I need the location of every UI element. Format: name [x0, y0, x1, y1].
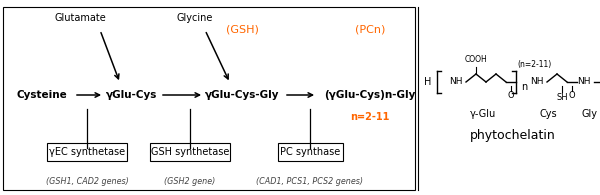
- Text: γGlu-Cys: γGlu-Cys: [106, 90, 158, 100]
- Text: γGlu-Cys-Gly: γGlu-Cys-Gly: [205, 90, 279, 100]
- Text: Glycine: Glycine: [177, 13, 213, 23]
- Text: γEC synthetase: γEC synthetase: [49, 147, 125, 157]
- Text: GSH synthetase: GSH synthetase: [151, 147, 229, 157]
- Text: Cysteine: Cysteine: [17, 90, 67, 100]
- Text: (γGlu-Cys)n-Gly: (γGlu-Cys)n-Gly: [325, 90, 416, 100]
- Text: (GSH2 gene): (GSH2 gene): [164, 177, 215, 186]
- Text: (GSH): (GSH): [226, 25, 259, 35]
- Text: NH: NH: [449, 77, 463, 87]
- Text: (CAD1, PCS1, PCS2 genes): (CAD1, PCS1, PCS2 genes): [257, 177, 364, 186]
- Text: H: H: [424, 77, 431, 87]
- Text: n: n: [521, 82, 527, 92]
- Text: Cys: Cys: [539, 109, 557, 119]
- Text: n=2-11: n=2-11: [350, 112, 389, 122]
- Text: SH: SH: [556, 92, 568, 102]
- Text: (PCn): (PCn): [355, 25, 385, 35]
- Bar: [47, 143, 127, 161]
- Text: (n=2-11): (n=2-11): [517, 59, 551, 68]
- Text: γ-Glu: γ-Glu: [470, 109, 496, 119]
- Text: phytochelatin: phytochelatin: [470, 129, 556, 143]
- Bar: [277, 143, 343, 161]
- Text: Glutamate: Glutamate: [54, 13, 106, 23]
- Text: COOH: COOH: [464, 56, 487, 65]
- Text: (GSH1, CAD2 genes): (GSH1, CAD2 genes): [46, 177, 128, 186]
- Text: NH: NH: [577, 77, 590, 87]
- Text: O: O: [508, 90, 514, 99]
- Text: NH: NH: [530, 77, 544, 87]
- Text: Gly: Gly: [582, 109, 598, 119]
- Text: PC synthase: PC synthase: [280, 147, 340, 157]
- Bar: [150, 143, 230, 161]
- Text: O: O: [569, 90, 575, 99]
- Bar: [3, 7, 415, 190]
